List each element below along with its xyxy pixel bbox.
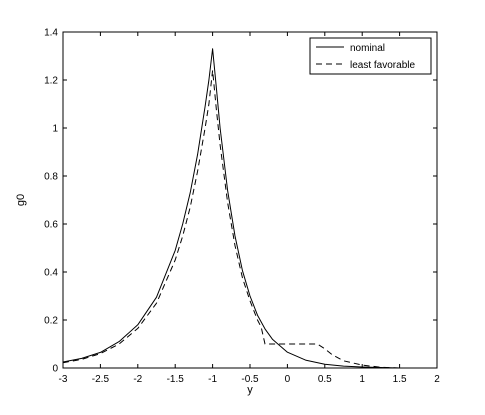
x-tick-label: -2	[133, 374, 142, 385]
x-tick-label: 2	[434, 374, 440, 385]
series-line-least-favorable	[62, 69, 400, 369]
series-layer	[62, 48, 400, 369]
y-tick-label: 0.4	[44, 268, 58, 279]
x-tick-label: -2.5	[92, 374, 110, 385]
x-tick-label: -0.5	[241, 374, 259, 385]
series-line-nominal	[62, 48, 400, 369]
legend: nominal least favorable	[309, 37, 432, 75]
x-tick-label: -1.5	[167, 374, 185, 385]
y-tick-label: 1.4	[44, 28, 58, 39]
y-tick-label: 1.2	[44, 76, 58, 87]
plot-area	[62, 31, 438, 369]
x-tick-label: -1	[208, 374, 217, 385]
x-axis: -3 -2.5 -2 -1.5 -1 -0.5 0 0.5 1 1.5 2	[59, 32, 440, 385]
y-tick-label: 0.8	[44, 172, 58, 183]
y-tick-label: 0.6	[44, 220, 58, 231]
x-axis-label: y	[247, 384, 253, 396]
y-axis-label: g0	[15, 194, 27, 206]
legend-label-least-favorable: least favorable	[350, 60, 415, 71]
y-tick-label: 1	[52, 124, 58, 135]
legend-box	[309, 37, 432, 75]
x-tick-label: 0.5	[318, 374, 332, 385]
x-tick-label: 1	[359, 374, 365, 385]
legend-label-nominal: nominal	[350, 43, 385, 54]
y-tick-label: 0	[52, 364, 58, 375]
y-axis: 0 0.2 0.4 0.6 0.8 1 1.2 1.4	[44, 28, 437, 375]
y-tick-label: 0.2	[44, 316, 58, 327]
x-tick-label: 0	[285, 374, 291, 385]
x-tick-label: -3	[59, 374, 68, 385]
x-tick-label: 1.5	[393, 374, 407, 385]
